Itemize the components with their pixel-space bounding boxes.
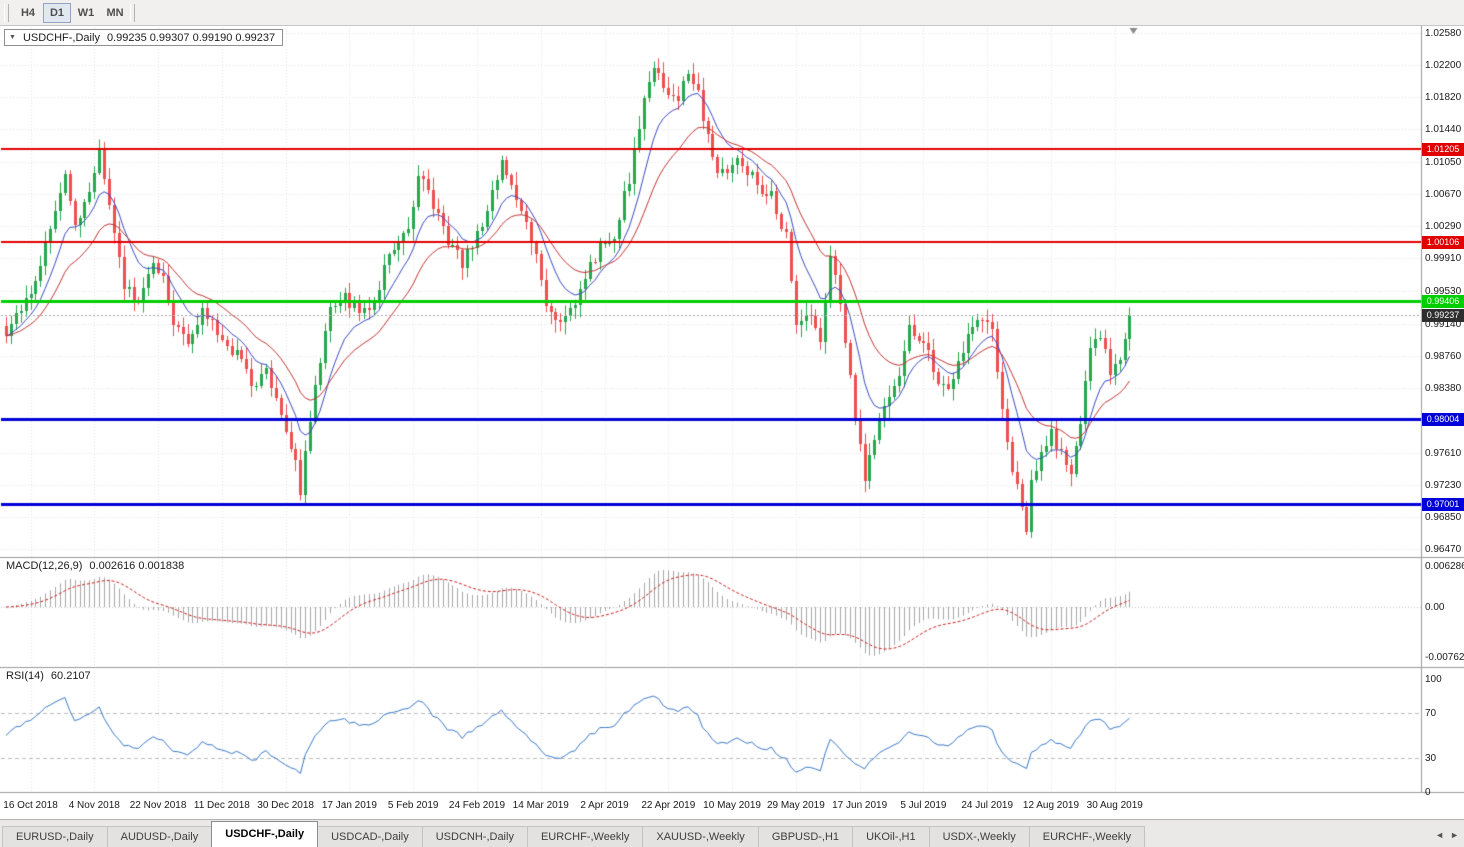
date-axis-label: 22 Nov 2018 [129, 800, 187, 811]
chart-tab-usdcad-daily[interactable]: USDCAD-,Daily [317, 826, 423, 847]
chart-tab-eurchf-weekly[interactable]: EURCHF-,Weekly [526, 826, 644, 847]
price-axis-tick: 0.98760 [1425, 351, 1462, 362]
level-price-tag: 0.99406 [1422, 295, 1464, 308]
date-axis-label: 4 Nov 2018 [68, 800, 120, 811]
symbol-title: USDCHF-,Daily [22, 31, 100, 44]
chart-tab-eurchf-weekly[interactable]: EURCHF-,Weekly [1028, 826, 1146, 847]
macd-indicator-values: 0.002616 0.001838 [89, 560, 185, 572]
chart-tab-xauusd-weekly[interactable]: XAUUSD-,Weekly [642, 826, 759, 847]
ohlc-values: 0.99235 0.99307 0.99190 0.99237 [106, 31, 276, 44]
macd-axis-tick: -0.00762 [1425, 652, 1464, 663]
price-axis-tick: 1.01820 [1425, 92, 1462, 103]
macd-axis-tick: 0.00 [1425, 602, 1445, 613]
price-axis-tick: 1.01050 [1425, 157, 1462, 168]
price-axis-tick: 0.99140 [1425, 319, 1462, 330]
chart-tab-audusd-daily[interactable]: AUDUSD-,Daily [106, 826, 213, 847]
date-axis-label: 17 Jun 2019 [832, 800, 888, 811]
macd-axis-tick: 0.006286 [1425, 561, 1464, 572]
timeframe-button-h4[interactable]: H4 [14, 3, 42, 23]
level-price-tag: 0.98004 [1422, 413, 1464, 426]
toolbar-separator [130, 3, 135, 22]
chart-info-box[interactable]: ▼ USDCHF-,Daily 0.99235 0.99307 0.99190 … [4, 29, 284, 46]
date-axis-label: 17 Jan 2019 [321, 800, 377, 811]
chart-tab-bar: EURUSD-,Daily AUDUSD-,Daily USDCHF-,Daily U… [0, 819, 1464, 847]
rsi-indicator-value: 60.2107 [50, 670, 91, 682]
timeframes-toolbar: H4 D1 W1 MN [0, 0, 1464, 26]
date-axis-label: 14 Mar 2019 [512, 800, 569, 811]
price-axis-tick: 1.00290 [1425, 221, 1462, 232]
rsi-axis-tick: 100 [1425, 674, 1442, 685]
timeframe-buttons: H4 D1 W1 MN [14, 2, 129, 23]
price-chart-canvas[interactable] [0, 26, 1464, 819]
tab-scroll-buttons: ◄ ► [1435, 829, 1459, 841]
price-axis-tick: 0.96470 [1425, 544, 1462, 555]
date-axis-label: 24 Feb 2019 [448, 800, 506, 811]
current-price-tag: 0.99237 [1422, 309, 1464, 322]
timeframe-button-mn[interactable]: MN [101, 3, 129, 23]
chart-tab-gbpusd-h1[interactable]: GBPUSD-,H1 [757, 826, 854, 847]
tab-scroll-right-icon[interactable]: ► [1450, 830, 1459, 840]
price-axis-tick: 0.97230 [1425, 480, 1462, 491]
level-price-tag: 0.97001 [1422, 498, 1464, 511]
macd-indicator-name: MACD(12,26,9) [6, 560, 83, 572]
price-axis-tick: 0.99530 [1425, 286, 1462, 297]
rsi-axis-tick: 0 [1425, 787, 1431, 798]
price-axis-tick: 1.02580 [1425, 28, 1462, 39]
price-axis-tick: 0.99910 [1425, 253, 1462, 264]
rsi-axis-tick: 30 [1425, 753, 1437, 764]
chart-tab-eurusd-daily[interactable]: EURUSD-,Daily [2, 826, 108, 847]
price-axis-tick: 1.02200 [1425, 60, 1462, 71]
date-axis-label: 12 Aug 2019 [1022, 800, 1080, 811]
date-axis-label: 29 May 2019 [766, 800, 825, 811]
date-axis-label: 5 Jul 2019 [900, 800, 947, 811]
timeframe-button-d1[interactable]: D1 [43, 2, 71, 23]
level-price-tag: 1.00106 [1422, 236, 1464, 249]
chart-tab-ukoil-h1[interactable]: UKOil-,H1 [852, 826, 930, 847]
date-axis-label: 11 Dec 2018 [193, 800, 250, 811]
toolbar-grip[interactable] [4, 3, 9, 22]
date-axis-label: 30 Dec 2018 [257, 800, 314, 811]
date-axis-label: 24 Jul 2019 [961, 800, 1014, 811]
price-axis-tick: 1.00670 [1425, 189, 1462, 200]
date-axis-label: 10 May 2019 [703, 800, 761, 811]
macd-panel-label: MACD(12,26,9) 0.002616 0.001838 [6, 560, 184, 572]
rsi-panel-label: RSI(14) 60.2107 [6, 670, 91, 682]
chart-tab-usdx-weekly[interactable]: USDX-,Weekly [928, 826, 1030, 847]
price-axis-tick: 0.96850 [1425, 512, 1462, 523]
chart-tabs: EURUSD-,Daily AUDUSD-,Daily USDCHF-,Daily U… [0, 820, 1146, 847]
tab-scroll-left-icon[interactable]: ◄ [1435, 830, 1445, 840]
rsi-indicator-name: RSI(14) [6, 670, 44, 682]
timeframe-button-w1[interactable]: W1 [72, 3, 100, 23]
chart-tab-usdchf-daily[interactable]: USDCHF-,Daily [211, 821, 319, 847]
date-axis-label: 5 Feb 2019 [387, 800, 439, 811]
date-axis-label: 30 Aug 2019 [1086, 800, 1143, 811]
collapse-icon[interactable]: ▼ [9, 34, 16, 41]
price-axis-tick: 1.01440 [1425, 124, 1462, 135]
price-axis-tick: 0.97610 [1425, 448, 1462, 459]
rsi-axis-tick: 70 [1425, 708, 1437, 719]
level-price-tag: 1.01205 [1422, 143, 1464, 156]
date-axis-label: 22 Apr 2019 [641, 800, 696, 811]
date-axis-label: 2 Apr 2019 [580, 800, 629, 811]
date-axis-label: 16 Oct 2018 [3, 800, 58, 811]
chart-window: ▼ USDCHF-,Daily 0.99235 0.99307 0.99190 … [0, 26, 1464, 819]
chart-tab-usdcnh-daily[interactable]: USDCNH-,Daily [421, 826, 528, 847]
price-axis-tick: 0.98380 [1425, 383, 1462, 394]
